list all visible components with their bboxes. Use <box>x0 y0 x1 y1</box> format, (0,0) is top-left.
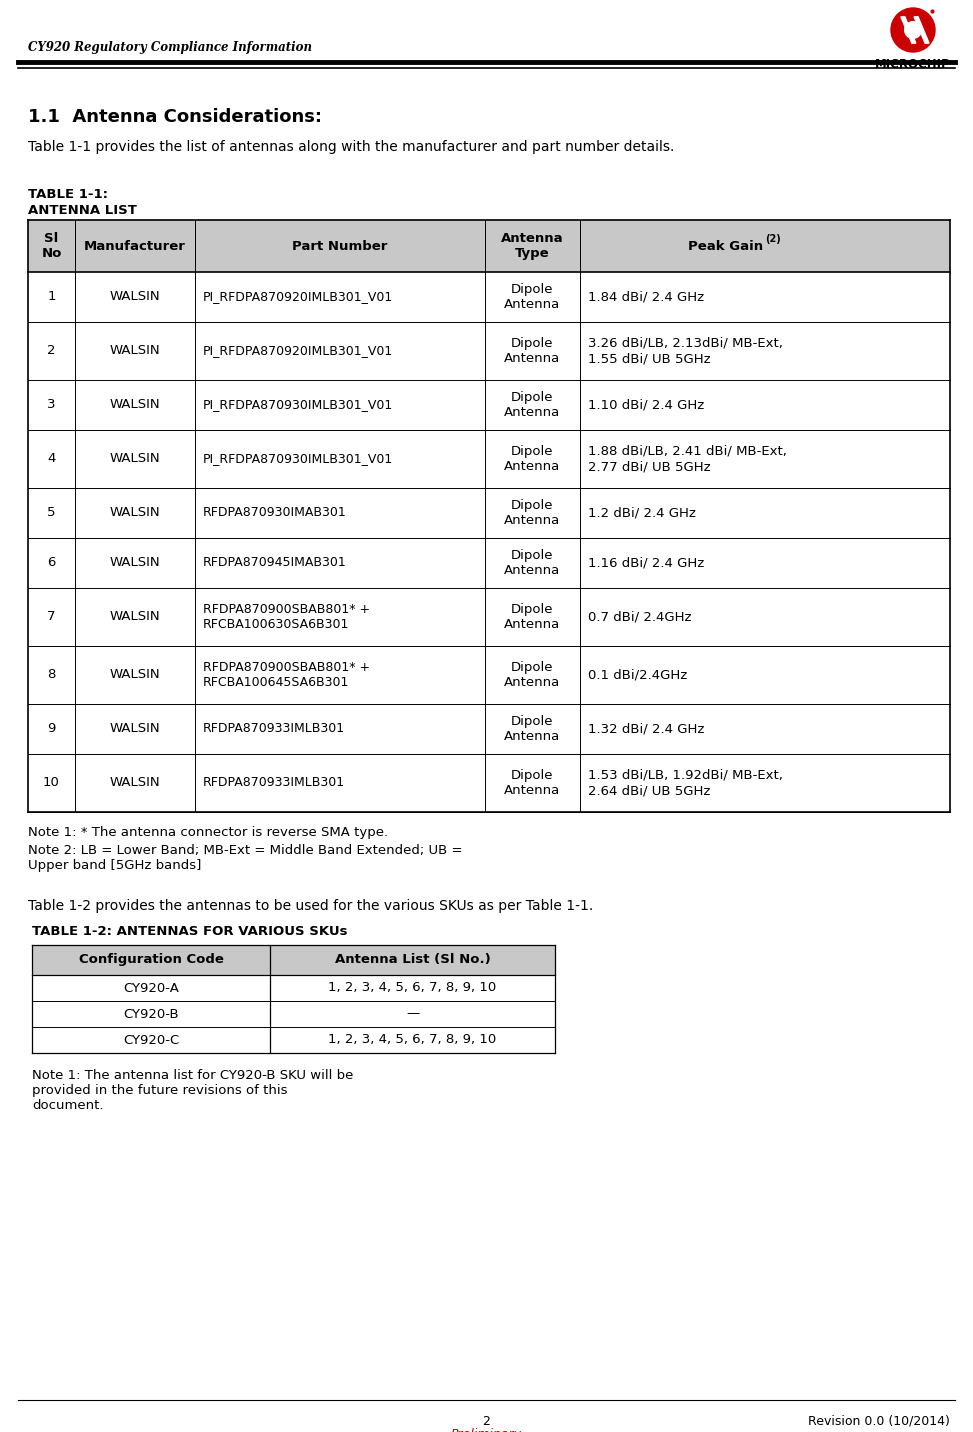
Bar <box>28 322 950 379</box>
Text: Manufacturer: Manufacturer <box>84 239 186 252</box>
Text: Dipole
Antenna: Dipole Antenna <box>504 337 560 365</box>
Text: 10: 10 <box>43 776 60 789</box>
Text: 2: 2 <box>482 1415 490 1428</box>
Bar <box>28 705 950 755</box>
Text: —: — <box>406 1008 419 1021</box>
Bar <box>28 755 950 812</box>
Bar <box>28 272 950 322</box>
Text: 1, 2, 3, 4, 5, 6, 7, 8, 9, 10: 1, 2, 3, 4, 5, 6, 7, 8, 9, 10 <box>328 981 496 994</box>
Text: WALSIN: WALSIN <box>110 776 161 789</box>
Text: CY920-B: CY920-B <box>124 1008 179 1021</box>
Text: 0.7 dBi/ 2.4GHz: 0.7 dBi/ 2.4GHz <box>588 610 692 623</box>
Text: 1.2 dBi/ 2.4 GHz: 1.2 dBi/ 2.4 GHz <box>588 507 696 520</box>
Text: Dipole
Antenna: Dipole Antenna <box>504 498 560 527</box>
Text: RFDPA870930IMAB301: RFDPA870930IMAB301 <box>203 507 346 520</box>
Text: Preliminary: Preliminary <box>450 1428 522 1432</box>
Text: CY920-A: CY920-A <box>123 981 179 994</box>
Text: 1: 1 <box>48 291 55 304</box>
Text: Peak Gain: Peak Gain <box>688 239 763 252</box>
Text: ANTENNA LIST: ANTENNA LIST <box>28 203 137 218</box>
Text: CY920-C: CY920-C <box>123 1034 179 1047</box>
Text: 7: 7 <box>48 610 55 623</box>
Text: Dipole
Antenna: Dipole Antenna <box>504 391 560 420</box>
Text: RFDPA870900SBAB801* +
RFCBA100630SA6B301: RFDPA870900SBAB801* + RFCBA100630SA6B301 <box>203 603 370 632</box>
Text: WALSIN: WALSIN <box>110 557 161 570</box>
Bar <box>32 975 555 1001</box>
Text: Table 1-1 provides the list of antennas along with the manufacturer and part num: Table 1-1 provides the list of antennas … <box>28 140 674 155</box>
Text: CY920 Regulatory Compliance Information: CY920 Regulatory Compliance Information <box>28 42 312 54</box>
Text: 1.88 dBi/LB, 2.41 dBi/ MB-Ext,
2.77 dBi/ UB 5GHz: 1.88 dBi/LB, 2.41 dBi/ MB-Ext, 2.77 dBi/… <box>588 445 787 473</box>
Text: Part Number: Part Number <box>292 239 387 252</box>
Bar <box>32 1001 555 1027</box>
Text: Sl
No: Sl No <box>41 232 61 261</box>
Text: Dipole
Antenna: Dipole Antenna <box>504 548 560 577</box>
Text: PI_RFDPA870930IMLB301_V01: PI_RFDPA870930IMLB301_V01 <box>203 398 393 411</box>
Bar <box>28 221 950 272</box>
Text: 1.1  Antenna Considerations:: 1.1 Antenna Considerations: <box>28 107 322 126</box>
Text: Dipole
Antenna: Dipole Antenna <box>504 603 560 632</box>
Text: RFDPA870933IMLB301: RFDPA870933IMLB301 <box>203 723 345 736</box>
Text: 1.16 dBi/ 2.4 GHz: 1.16 dBi/ 2.4 GHz <box>588 557 704 570</box>
Text: Antenna List (Sl No.): Antenna List (Sl No.) <box>335 954 490 967</box>
Bar <box>28 488 950 538</box>
Text: 2: 2 <box>48 345 55 358</box>
Polygon shape <box>914 17 929 43</box>
Text: Note 1: The antenna list for CY920-B SKU will be
provided in the future revision: Note 1: The antenna list for CY920-B SKU… <box>32 1070 353 1113</box>
Text: TABLE 1-1:: TABLE 1-1: <box>28 188 108 200</box>
Text: Table 1-2 provides the antennas to be used for the various SKUs as per Table 1-1: Table 1-2 provides the antennas to be us… <box>28 899 594 914</box>
Text: Dipole
Antenna: Dipole Antenna <box>504 715 560 743</box>
Text: WALSIN: WALSIN <box>110 507 161 520</box>
Text: 1.32 dBi/ 2.4 GHz: 1.32 dBi/ 2.4 GHz <box>588 723 704 736</box>
Text: 3: 3 <box>48 398 55 411</box>
Text: WALSIN: WALSIN <box>110 669 161 682</box>
Text: Dipole
Antenna: Dipole Antenna <box>504 769 560 798</box>
Bar <box>28 379 950 430</box>
Text: 3.26 dBi/LB, 2.13dBi/ MB-Ext,
1.55 dBi/ UB 5GHz: 3.26 dBi/LB, 2.13dBi/ MB-Ext, 1.55 dBi/ … <box>588 337 783 365</box>
Bar <box>28 646 950 705</box>
Text: RFDPA870945IMAB301: RFDPA870945IMAB301 <box>203 557 346 570</box>
Bar <box>32 945 555 975</box>
Text: 4: 4 <box>48 453 55 465</box>
Bar <box>28 430 950 488</box>
Text: Note 2: LB = Lower Band; MB-Ext = Middle Band Extended; UB =
Upper band [5GHz ba: Note 2: LB = Lower Band; MB-Ext = Middle… <box>28 843 462 872</box>
Text: 1.84 dBi/ 2.4 GHz: 1.84 dBi/ 2.4 GHz <box>588 291 704 304</box>
Text: Dipole
Antenna: Dipole Antenna <box>504 284 560 311</box>
Text: WALSIN: WALSIN <box>110 453 161 465</box>
Text: 5: 5 <box>48 507 55 520</box>
Text: Revision 0.0 (10/2014): Revision 0.0 (10/2014) <box>809 1415 950 1428</box>
Text: MICROCHIP: MICROCHIP <box>875 59 951 72</box>
Text: (2): (2) <box>765 233 780 243</box>
Bar <box>28 538 950 589</box>
Bar <box>32 1027 555 1053</box>
Text: Configuration Code: Configuration Code <box>79 954 224 967</box>
Text: Note 1: * The antenna connector is reverse SMA type.: Note 1: * The antenna connector is rever… <box>28 826 388 839</box>
Text: PI_RFDPA870930IMLB301_V01: PI_RFDPA870930IMLB301_V01 <box>203 453 393 465</box>
Text: 1.53 dBi/LB, 1.92dBi/ MB-Ext,
2.64 dBi/ UB 5GHz: 1.53 dBi/LB, 1.92dBi/ MB-Ext, 2.64 dBi/ … <box>588 769 783 798</box>
Text: 1.10 dBi/ 2.4 GHz: 1.10 dBi/ 2.4 GHz <box>588 398 704 411</box>
Text: 1, 2, 3, 4, 5, 6, 7, 8, 9, 10: 1, 2, 3, 4, 5, 6, 7, 8, 9, 10 <box>328 1034 496 1047</box>
Text: WALSIN: WALSIN <box>110 345 161 358</box>
Polygon shape <box>901 17 916 43</box>
Text: Antenna
Type: Antenna Type <box>501 232 563 261</box>
Text: PI_RFDPA870920IMLB301_V01: PI_RFDPA870920IMLB301_V01 <box>203 345 393 358</box>
Text: 8: 8 <box>48 669 55 682</box>
Text: WALSIN: WALSIN <box>110 398 161 411</box>
Bar <box>28 589 950 646</box>
Circle shape <box>891 9 935 52</box>
Text: 6: 6 <box>48 557 55 570</box>
Text: TABLE 1-2: ANTENNAS FOR VARIOUS SKUs: TABLE 1-2: ANTENNAS FOR VARIOUS SKUs <box>32 925 347 938</box>
Text: WALSIN: WALSIN <box>110 291 161 304</box>
Text: 0.1 dBi/2.4GHz: 0.1 dBi/2.4GHz <box>588 669 687 682</box>
Text: RFDPA870900SBAB801* +
RFCBA100645SA6B301: RFDPA870900SBAB801* + RFCBA100645SA6B301 <box>203 662 370 689</box>
Text: WALSIN: WALSIN <box>110 723 161 736</box>
Text: 9: 9 <box>48 723 55 736</box>
Circle shape <box>905 21 921 39</box>
Text: Dipole
Antenna: Dipole Antenna <box>504 445 560 473</box>
Text: WALSIN: WALSIN <box>110 610 161 623</box>
Text: RFDPA870933IMLB301: RFDPA870933IMLB301 <box>203 776 345 789</box>
Text: PI_RFDPA870920IMLB301_V01: PI_RFDPA870920IMLB301_V01 <box>203 291 393 304</box>
Text: Dipole
Antenna: Dipole Antenna <box>504 662 560 689</box>
